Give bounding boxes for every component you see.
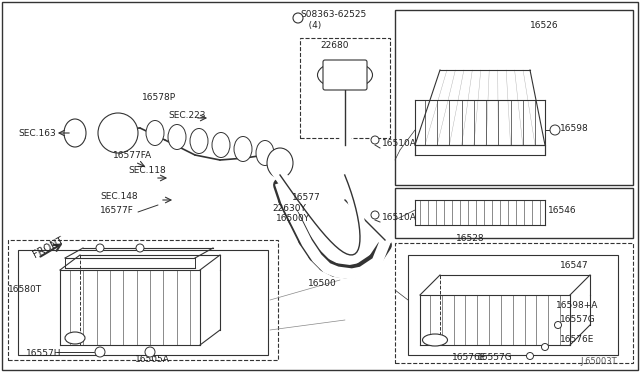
Bar xyxy=(8,240,278,360)
Ellipse shape xyxy=(256,141,274,166)
Text: 16557G: 16557G xyxy=(560,315,596,324)
Text: 16528: 16528 xyxy=(456,234,484,243)
Text: 22630Y: 22630Y xyxy=(272,203,306,212)
Circle shape xyxy=(98,113,138,153)
Text: 16526: 16526 xyxy=(530,20,559,29)
Text: SEC.148: SEC.148 xyxy=(100,192,138,201)
Text: 16500: 16500 xyxy=(308,279,337,288)
Text: 16580T: 16580T xyxy=(8,285,42,295)
Text: 16510A: 16510A xyxy=(382,212,417,221)
Text: 16505A: 16505A xyxy=(135,356,170,365)
Circle shape xyxy=(95,347,105,357)
Polygon shape xyxy=(415,145,545,155)
Circle shape xyxy=(136,244,144,252)
Text: S08363-62525
   (4): S08363-62525 (4) xyxy=(300,10,366,30)
Text: 16546: 16546 xyxy=(548,205,577,215)
Text: SEC.163: SEC.163 xyxy=(18,128,56,138)
Text: 16547: 16547 xyxy=(560,260,589,269)
Circle shape xyxy=(554,321,561,328)
Text: 22680: 22680 xyxy=(320,41,349,49)
Circle shape xyxy=(96,244,104,252)
Circle shape xyxy=(371,211,379,219)
Bar xyxy=(395,243,633,363)
Circle shape xyxy=(550,125,560,135)
Text: J.65003T: J.65003T xyxy=(580,357,616,366)
Ellipse shape xyxy=(212,132,230,157)
Ellipse shape xyxy=(168,125,186,150)
Ellipse shape xyxy=(422,334,447,346)
Ellipse shape xyxy=(146,121,164,145)
Text: SEC.223: SEC.223 xyxy=(168,110,205,119)
Text: 16577FA: 16577FA xyxy=(113,151,152,160)
Text: 16577F: 16577F xyxy=(100,205,134,215)
Text: 16598+A: 16598+A xyxy=(556,301,598,310)
Text: 16510A: 16510A xyxy=(382,138,417,148)
Ellipse shape xyxy=(234,137,252,161)
Bar xyxy=(395,10,633,185)
Bar xyxy=(395,188,633,238)
Ellipse shape xyxy=(64,119,86,147)
Text: SEC.118: SEC.118 xyxy=(128,166,166,174)
Bar xyxy=(300,38,390,138)
Text: 16557H: 16557H xyxy=(26,349,61,357)
Ellipse shape xyxy=(267,148,293,178)
Text: 16576E: 16576E xyxy=(560,336,595,344)
Text: 16500Y: 16500Y xyxy=(276,214,310,222)
Circle shape xyxy=(145,347,155,357)
Ellipse shape xyxy=(317,61,372,89)
Bar xyxy=(408,255,618,355)
Text: 16557G: 16557G xyxy=(477,353,513,362)
Ellipse shape xyxy=(190,128,208,154)
Text: 16577: 16577 xyxy=(292,192,321,202)
Circle shape xyxy=(371,136,379,144)
Text: 16598: 16598 xyxy=(560,124,589,132)
FancyBboxPatch shape xyxy=(323,60,367,90)
Text: 16576E: 16576E xyxy=(452,353,486,362)
Text: FRONT: FRONT xyxy=(31,236,65,260)
Ellipse shape xyxy=(65,332,85,344)
Circle shape xyxy=(293,13,303,23)
Circle shape xyxy=(527,353,534,359)
Bar xyxy=(18,250,268,355)
Circle shape xyxy=(541,343,548,350)
Text: 16578P: 16578P xyxy=(142,93,176,102)
